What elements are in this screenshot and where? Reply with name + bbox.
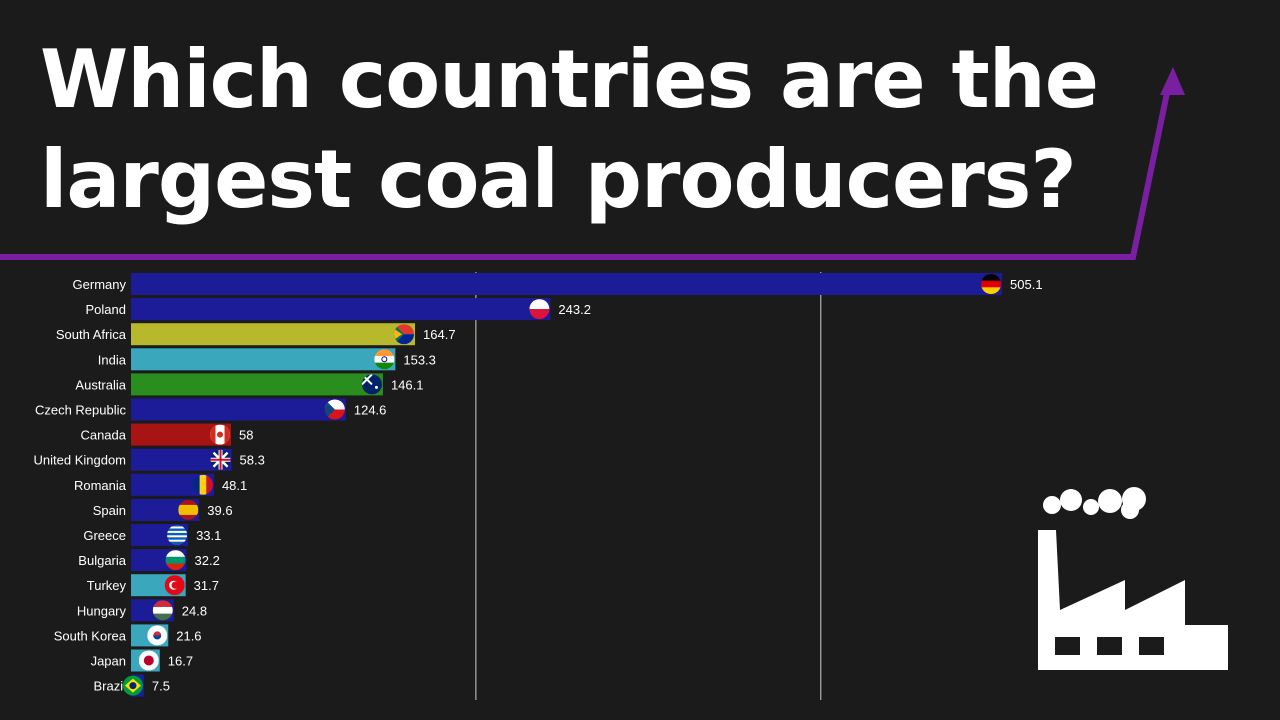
turkey-flag-icon: [164, 575, 185, 596]
bar-canada: [131, 423, 232, 446]
bar-romania: [131, 473, 214, 496]
germany-flag-icon: [981, 274, 1002, 294]
value-label-hungary: 24.8: [182, 603, 207, 618]
bar-south-africa: [131, 323, 416, 346]
category-label-brazil: Brazil: [93, 679, 126, 694]
poland-flag-icon: [529, 299, 550, 320]
category-label-hungary: Hungary: [77, 603, 127, 618]
category-label-bulgaria: Bulgaria: [78, 553, 126, 568]
category-label-czech-republic: Czech Republic: [35, 403, 127, 418]
category-label-germany: Germany: [73, 277, 127, 292]
united-kingdom-flag-icon: [210, 449, 231, 470]
bar-germany: [131, 273, 1003, 295]
bar-czech-republic: [131, 398, 346, 421]
page-title: Which countries are the largest coal pro…: [40, 33, 1099, 226]
category-label-greece: Greece: [83, 528, 126, 543]
japan-flag-icon: [138, 650, 159, 671]
value-label-czech-republic: 124.6: [354, 403, 387, 418]
value-label-south-korea: 21.6: [176, 628, 201, 643]
value-label-india: 153.3: [403, 352, 436, 367]
bar-united-kingdom: [131, 448, 232, 471]
category-label-poland: Poland: [86, 302, 126, 317]
category-label-south-korea: South Korea: [54, 628, 127, 643]
category-label-canada: Canada: [80, 428, 126, 443]
value-label-germany: 505.1: [1010, 277, 1043, 292]
value-label-japan: 16.7: [168, 654, 193, 669]
bar-poland: [131, 298, 551, 321]
south-korea-flag-icon: [147, 625, 168, 646]
trend-arrow-icon: [0, 67, 1185, 260]
category-label-india: India: [98, 352, 127, 367]
value-label-spain: 39.6: [207, 503, 232, 518]
spain-flag-icon: [178, 499, 199, 520]
category-label-japan: Japan: [91, 654, 126, 669]
czech-republic-flag-icon: [324, 399, 345, 420]
brazil-flag-icon: [122, 675, 143, 696]
value-label-brazil: 7.5: [152, 679, 170, 694]
romania-flag-icon: [192, 474, 213, 495]
category-label-australia: Australia: [75, 377, 126, 392]
bar-australia: [131, 373, 383, 396]
value-label-romania: 48.1: [222, 478, 247, 493]
south-africa-flag-icon: [394, 324, 415, 345]
greece-flag-icon: [167, 525, 188, 545]
category-label-romania: Romania: [74, 478, 127, 493]
value-label-canada: 58: [239, 428, 253, 443]
value-label-turkey: 31.7: [194, 578, 219, 593]
bar-india: [131, 348, 396, 371]
value-label-south-africa: 164.7: [423, 327, 456, 342]
category-label-turkey: Turkey: [87, 578, 127, 593]
value-label-bulgaria: 32.2: [195, 553, 220, 568]
value-label-australia: 146.1: [391, 377, 424, 392]
factory-icon: [1038, 487, 1228, 670]
canada-flag-icon: [210, 424, 231, 445]
bulgaria-flag-icon: [165, 550, 186, 571]
india-flag-icon: [374, 349, 395, 370]
hungary-flag-icon: [152, 600, 173, 621]
category-label-south-africa: South Africa: [56, 327, 127, 342]
category-label-spain: Spain: [93, 503, 126, 518]
category-label-united-kingdom: United Kingdom: [34, 453, 127, 468]
bar-chart: Germany 505.1 Poland 243.2 South Africa 164.7…: [34, 272, 1043, 700]
australia-flag-icon: [361, 374, 382, 395]
value-label-united-kingdom: 58.3: [240, 453, 265, 468]
value-label-poland: 243.2: [558, 302, 591, 317]
value-label-greece: 33.1: [196, 528, 221, 543]
